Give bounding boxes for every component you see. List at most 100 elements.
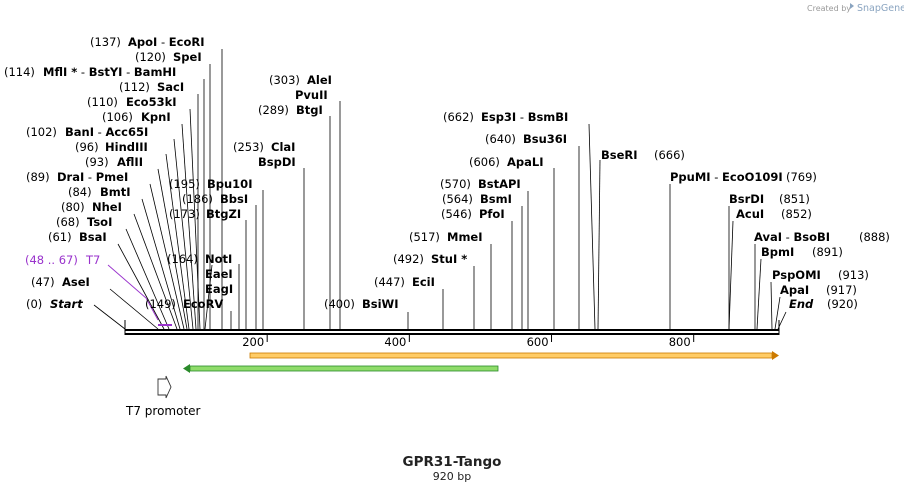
site-enzyme-name: BsrDI — [729, 192, 764, 206]
connector-eaei — [204, 264, 213, 330]
site-name-btgi: BtgI — [296, 103, 323, 117]
site-enzyme-name: MflI * — [43, 65, 77, 79]
site-name-noti: NotI — [205, 252, 232, 266]
site-enzyme-name: MmeI — [447, 230, 483, 244]
site-name-nhei: NheI — [92, 200, 122, 214]
site-enzyme-name: EciI — [412, 275, 435, 289]
site-position-start: (0) — [26, 297, 42, 311]
site-enzyme-name: ClaI — [271, 140, 295, 154]
site-name-asei: AseI — [62, 275, 90, 289]
connector-bsmbi — [588, 123, 596, 330]
site-position-eco53ki: (110) — [87, 95, 118, 109]
site-enzyme-name: BsiWI — [362, 297, 399, 311]
connector-acc65i — [173, 138, 194, 330]
site-enzyme-name: SpeI — [173, 50, 202, 64]
site-position-btgzi: (173) — [169, 207, 200, 221]
ruler: 200 400 600 800 — [242, 335, 695, 349]
connector-bmti — [141, 198, 181, 330]
site-position-bstapi: (570) — [440, 177, 471, 191]
connector-hindiii — [165, 153, 190, 330]
site-enzyme-name: NotI — [205, 252, 232, 266]
site-position-ecii: (447) — [374, 275, 405, 289]
site-position-esp3i: (662) — [443, 110, 474, 124]
site-enzyme-name: EaeI — [205, 267, 233, 281]
orange-feature-arrow — [249, 351, 779, 360]
site-separator: - — [711, 170, 722, 184]
site-position-bmti: (84) — [68, 185, 92, 199]
connector-acui — [728, 220, 734, 330]
site-name-bbsi: BbsI — [220, 192, 248, 206]
site-name-bsai: BsaI — [79, 230, 107, 244]
site-enzyme-name: BtgZI — [206, 207, 241, 221]
site-enzyme-name: BpmI — [761, 245, 794, 259]
site-position-spei: (120) — [135, 50, 166, 64]
site-enzyme-name: EcoRI — [169, 35, 205, 49]
site-enzyme-name: NheI — [92, 200, 122, 214]
site-position-apoi: (137) — [90, 35, 121, 49]
site-labels: (137) ApoI - EcoRI(120) SpeI (114) MflI * - … — [4, 35, 890, 311]
site-name-pfoi: PfoI — [479, 207, 505, 221]
site-position-asei: (47) — [31, 275, 55, 289]
site-name-bpu10i: Bpu10I — [207, 177, 252, 191]
site-position-pspomi: (913) — [838, 268, 869, 282]
site-separator: - — [516, 110, 527, 124]
site-enzyme-name: BmtI — [100, 185, 131, 199]
site-position-bani: (102) — [26, 125, 57, 139]
t7-connector-2 — [145, 297, 159, 321]
site-name-eagi: EagI — [205, 282, 233, 296]
ruler-tick-label: 600 — [527, 335, 549, 349]
site-enzyme-name: PpuMI — [670, 170, 711, 184]
site-position-noti: (164) — [167, 252, 198, 266]
dna-backbone — [124, 320, 780, 335]
site-position-ecorv: (149) — [145, 297, 176, 311]
site-name-ecorv: EcoRV — [183, 297, 223, 311]
site-name-ecii: EciI — [412, 275, 435, 289]
site-position-drai: (89) — [26, 170, 50, 184]
site-enzyme-name: StuI * — [431, 252, 467, 266]
site-position-apali: (606) — [469, 155, 500, 169]
site-position-kpni: (106) — [102, 110, 133, 124]
site-enzyme-name: Start — [50, 297, 83, 311]
site-name-start: Start — [50, 297, 83, 311]
site-name-apoi: ApoI - EcoRI — [128, 35, 205, 49]
site-position-nhei: (80) — [61, 200, 85, 214]
site-connectors — [93, 49, 787, 330]
site-enzyme-name: T7 — [85, 253, 100, 267]
site-enzyme-name: BtgI — [296, 103, 323, 117]
promoter-arrow-icon — [157, 375, 172, 399]
site-name-apali: ApaLI — [507, 155, 544, 169]
site-position-bsmi: (564) — [442, 192, 473, 206]
site-enzyme-name: Esp3I — [481, 110, 516, 124]
site-name-apai: ApaI — [780, 283, 809, 297]
site-position-saci: (112) — [119, 80, 150, 94]
site-enzyme-name: PvuII — [295, 88, 328, 102]
construct-title: GPR31-Tango — [403, 454, 502, 470]
site-enzyme-name: AseI — [62, 275, 90, 289]
site-separator: - — [122, 65, 133, 79]
site-position-btgi: (289) — [258, 103, 289, 117]
site-enzyme-name: DraI — [57, 170, 84, 184]
site-enzyme-name: ApoI — [128, 35, 157, 49]
site-name-bseri: BseRI — [601, 148, 638, 162]
site-name-saci: SacI — [157, 80, 184, 94]
site-name-kpni: KpnI — [141, 110, 171, 124]
site-name-end: End — [789, 297, 814, 311]
site-name-bsmi: BsmI — [480, 192, 512, 206]
site-enzyme-name: BstAPI — [478, 177, 521, 191]
site-name-bspdi: BspDI — [258, 155, 296, 169]
site-position-bbsi: (186) — [182, 192, 213, 206]
site-position-mfli: (114) — [4, 65, 35, 79]
site-enzyme-name: ApaLI — [507, 155, 544, 169]
site-name-eco53ki: Eco53kI — [126, 95, 177, 109]
site-position-bpu10i: (195) — [169, 177, 200, 191]
site-name-eaei: EaeI — [205, 267, 233, 281]
connector-tsoi — [125, 228, 170, 330]
site-position-alei: (303) — [269, 73, 300, 87]
site-enzyme-name: Bsu36I — [523, 132, 567, 146]
site-separator: - — [782, 230, 793, 244]
site-position-end: (920) — [827, 297, 858, 311]
site-name-drai: DraI - PmeI — [57, 170, 128, 184]
site-enzyme-name: BstYI — [89, 65, 123, 79]
ruler-tick-label: 200 — [242, 335, 264, 349]
